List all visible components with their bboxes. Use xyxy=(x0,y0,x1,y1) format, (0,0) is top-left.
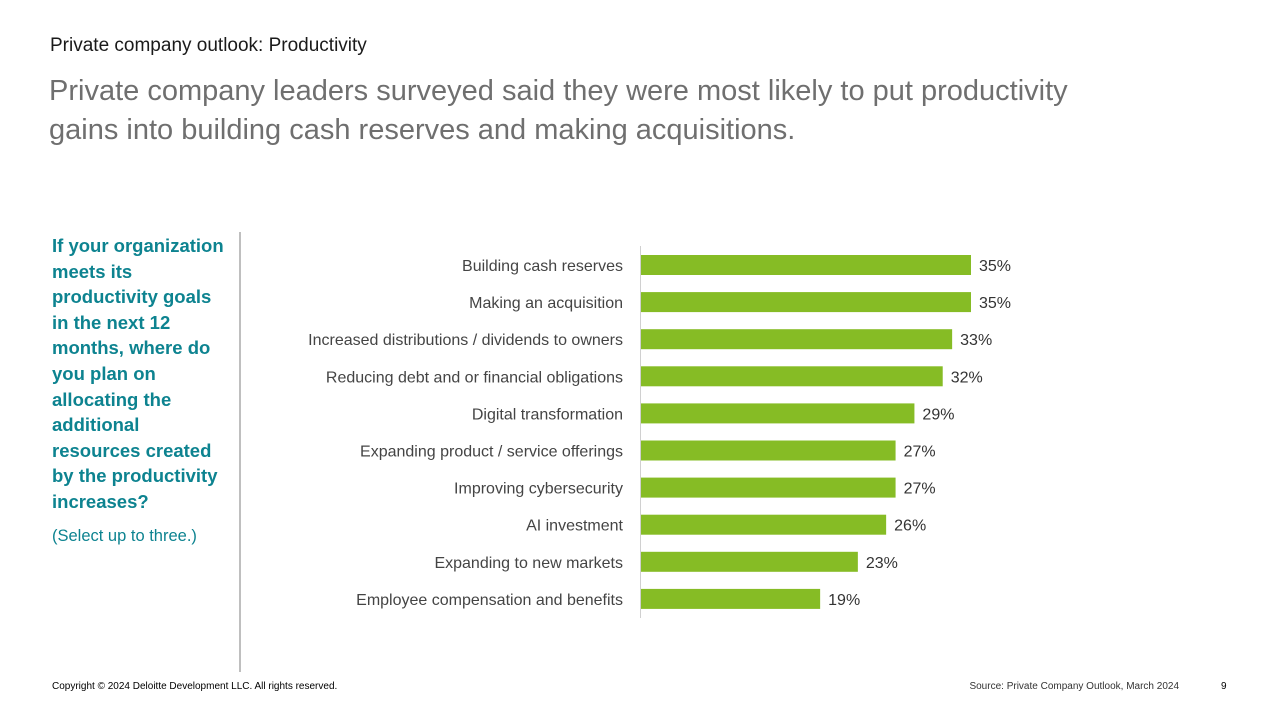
bar xyxy=(641,292,971,313)
bar xyxy=(641,551,858,572)
category-label: Expanding product / service offerings xyxy=(360,444,623,461)
category-label: Building cash reserves xyxy=(462,258,623,275)
category-label: AI investment xyxy=(526,518,623,535)
sidebar-divider xyxy=(239,232,241,672)
bar xyxy=(641,477,896,498)
page-number: 9 xyxy=(1221,681,1227,692)
section-label: Private company outlook: Productivity xyxy=(50,35,367,56)
data-label: 35% xyxy=(979,258,1011,275)
category-label: Digital transformation xyxy=(472,406,623,423)
bar xyxy=(641,440,896,461)
bar xyxy=(641,403,915,424)
category-label: Making an acquisition xyxy=(469,295,623,312)
page-headline: Private company leaders surveyed said th… xyxy=(49,75,1068,146)
source-note: Source: Private Company Outlook, March 2… xyxy=(969,681,1179,692)
survey-instruction: (Select up to three.) xyxy=(52,527,197,545)
data-label: 23% xyxy=(866,555,898,572)
survey-question: If your organization meets its productiv… xyxy=(52,235,224,512)
data-label: 27% xyxy=(904,481,936,498)
bar xyxy=(641,588,821,609)
copyright-text: Copyright © 2024 Deloitte Development LL… xyxy=(52,681,338,692)
category-label: Increased distributions / dividends to o… xyxy=(308,332,623,349)
bar xyxy=(641,255,971,275)
data-label: 32% xyxy=(951,369,983,386)
data-label: 27% xyxy=(904,444,936,461)
category-label: Reducing debt and or financial obligatio… xyxy=(326,369,623,386)
category-label: Expanding to new markets xyxy=(434,555,623,572)
category-label: Employee compensation and benefits xyxy=(356,592,623,609)
bar xyxy=(641,366,943,387)
bar xyxy=(641,514,887,535)
data-label: 29% xyxy=(922,406,954,423)
category-label: Improving cybersecurity xyxy=(454,481,623,498)
data-label: 19% xyxy=(828,592,860,609)
data-label: 26% xyxy=(894,518,926,535)
data-label: 35% xyxy=(979,295,1011,312)
bar xyxy=(641,329,953,350)
data-label: 33% xyxy=(960,332,992,349)
